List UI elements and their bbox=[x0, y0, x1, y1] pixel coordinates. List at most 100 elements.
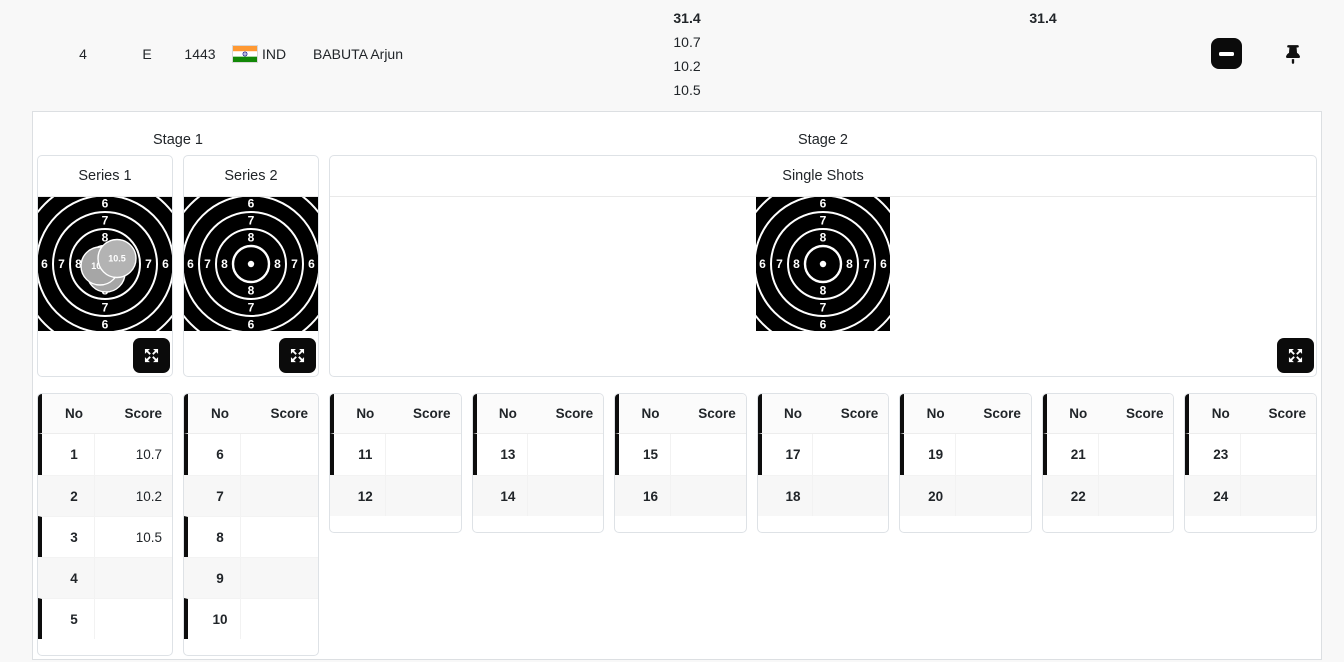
pin-button[interactable] bbox=[1284, 44, 1302, 64]
table-header: No Score bbox=[757, 394, 889, 434]
table-header: No Score bbox=[1042, 394, 1174, 434]
recent-shot: 10.5 bbox=[673, 82, 701, 98]
col-header-score: Score bbox=[840, 406, 879, 421]
expand-arrows-icon bbox=[290, 348, 305, 363]
cell-score bbox=[94, 599, 172, 639]
table-row: 15 bbox=[615, 434, 746, 475]
table-footer bbox=[330, 516, 461, 532]
cell-no: 21 bbox=[1070, 447, 1086, 462]
table-row: 16 bbox=[615, 475, 746, 516]
cell-no: 15 bbox=[642, 447, 658, 462]
table-row: 17 bbox=[757, 434, 889, 475]
ring-number: 8 bbox=[793, 257, 800, 271]
table-footer bbox=[38, 639, 172, 655]
col-header-score: Score bbox=[413, 406, 451, 421]
ring-number: 6 bbox=[248, 318, 255, 332]
table-row: 6 bbox=[184, 434, 318, 475]
shot-table: No Score 17 18 bbox=[756, 393, 890, 533]
table-row: 12 bbox=[330, 475, 461, 516]
table-footer bbox=[184, 639, 318, 655]
table-row: 18 bbox=[757, 475, 889, 516]
ring-number: 6 bbox=[102, 318, 109, 332]
table-row: 23 bbox=[1185, 434, 1317, 475]
table-footer bbox=[900, 516, 1031, 532]
table-header: No Score bbox=[900, 394, 1031, 434]
cell-no: 3 bbox=[70, 529, 78, 545]
col-header-score: Score bbox=[1268, 406, 1307, 421]
cell-score bbox=[669, 434, 746, 475]
match-total: 31.4 bbox=[1029, 10, 1057, 26]
cell-score bbox=[384, 476, 461, 516]
expand-button[interactable] bbox=[133, 338, 170, 373]
ring-number: 7 bbox=[776, 257, 783, 271]
table-header: No Score bbox=[472, 394, 604, 434]
cell-score: 10.5 bbox=[94, 517, 172, 557]
cell-score bbox=[1240, 476, 1316, 516]
ring-number: 7 bbox=[820, 301, 827, 315]
expand-button[interactable] bbox=[1277, 338, 1314, 373]
collapse-button[interactable] bbox=[1211, 38, 1242, 69]
cell-score bbox=[812, 434, 888, 475]
table-row: 1 10.7 bbox=[38, 434, 172, 475]
table-header: No Score bbox=[330, 394, 461, 434]
table-row: 8 bbox=[184, 516, 318, 557]
stage-labels-row: Stage 1 Stage 2 bbox=[33, 112, 1321, 155]
shot-table: No Score 1 10.7 2 10.2 3 10.5 4 5 bbox=[37, 393, 173, 656]
cell-no: 17 bbox=[785, 447, 801, 462]
cell-score bbox=[954, 434, 1031, 475]
stage-1-label: Stage 1 bbox=[153, 132, 203, 148]
cell-score bbox=[954, 476, 1031, 516]
cell-score bbox=[812, 476, 888, 516]
col-header-score: Score bbox=[555, 406, 594, 421]
col-header-no: No bbox=[211, 406, 229, 421]
table-footer bbox=[1043, 516, 1174, 532]
target-rings: 88887777666610.710.210.5 bbox=[38, 178, 172, 350]
ring-number: 6 bbox=[248, 197, 255, 211]
table-row: 10 bbox=[184, 598, 318, 639]
ring-number: 7 bbox=[204, 257, 211, 271]
bib-number: 1443 bbox=[184, 46, 216, 62]
cell-score bbox=[527, 434, 603, 475]
ring-number: 7 bbox=[291, 257, 298, 271]
cell-no: 20 bbox=[928, 488, 944, 504]
cell-no: 5 bbox=[70, 611, 78, 627]
cell-score bbox=[527, 476, 603, 516]
firing-point-number: 4 bbox=[79, 46, 87, 62]
expand-arrows-icon bbox=[1288, 348, 1303, 363]
ring-number: 8 bbox=[248, 284, 255, 298]
table-row: 14 bbox=[472, 475, 604, 516]
table-footer bbox=[758, 516, 889, 532]
ring-number: 7 bbox=[248, 214, 255, 228]
india-flag-icon bbox=[232, 45, 258, 63]
shot-tables-row: No Score 1 10.7 2 10.2 3 10.5 4 5 No Score 6 7 8 9 10 No S… bbox=[33, 393, 1321, 656]
ring-number: 7 bbox=[248, 301, 255, 315]
cell-score bbox=[1097, 434, 1174, 475]
card-title: Single Shots bbox=[330, 156, 1316, 197]
cell-no: 8 bbox=[216, 529, 224, 545]
cell-score bbox=[94, 558, 172, 598]
ring-number: 6 bbox=[880, 257, 887, 271]
table-row: 11 bbox=[330, 434, 461, 475]
recent-shot: 10.2 bbox=[673, 58, 701, 74]
table-row: 19 bbox=[900, 434, 1031, 475]
cell-score bbox=[240, 517, 318, 557]
cell-no: 23 bbox=[1213, 447, 1229, 462]
cell-no: 14 bbox=[500, 488, 516, 504]
cell-no: 7 bbox=[216, 488, 224, 504]
ring-number: 6 bbox=[102, 197, 109, 211]
table-footer bbox=[473, 516, 604, 532]
minus-icon bbox=[1219, 51, 1234, 56]
cell-no: 22 bbox=[1070, 488, 1086, 504]
ring-number: 7 bbox=[58, 257, 65, 271]
shot-table: No Score 11 12 bbox=[329, 393, 462, 533]
ring-number: 7 bbox=[102, 301, 109, 315]
ring-number: 6 bbox=[187, 257, 194, 271]
expand-button[interactable] bbox=[279, 338, 316, 373]
target-center-dot bbox=[819, 260, 827, 268]
shot-table: No Score 19 20 bbox=[899, 393, 1032, 533]
ring-number: 6 bbox=[759, 257, 766, 271]
